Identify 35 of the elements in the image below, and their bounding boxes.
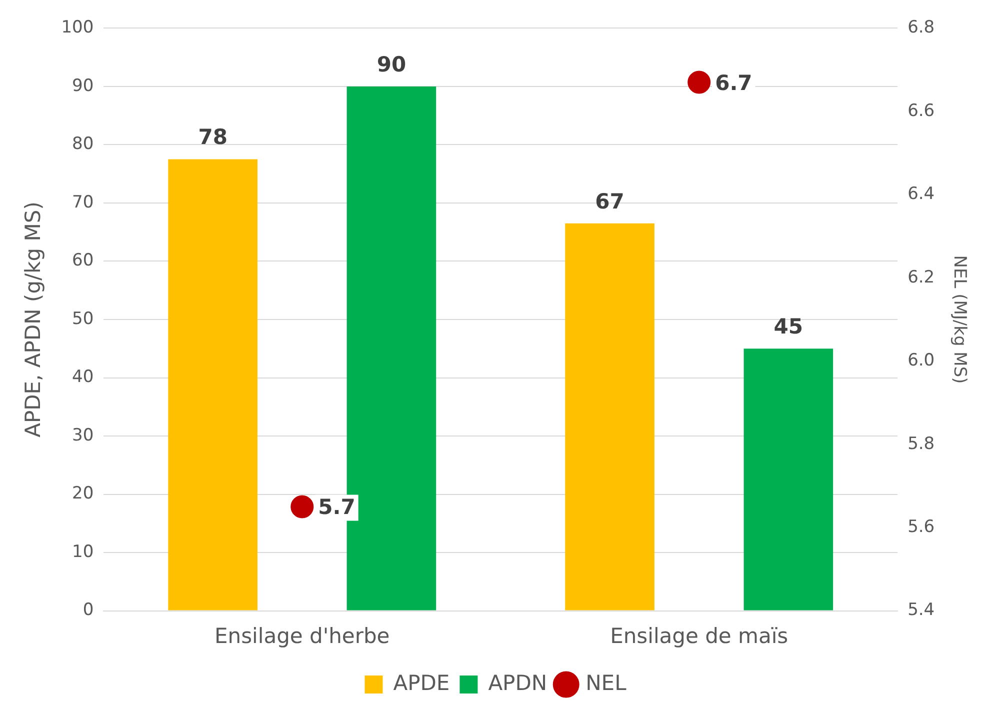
y2-axis-title: NEL (MJ/kg MS)	[949, 255, 970, 384]
y-tick-label: 50	[72, 308, 94, 329]
data-label: 67	[595, 189, 624, 214]
bar	[565, 223, 654, 610]
y-tick-label: 60	[72, 250, 94, 271]
y-axis-title: APDE, APDN (g/kg MS)	[21, 202, 46, 438]
y2-tick-label: 5.8	[908, 434, 935, 454]
y-tick-label: 70	[72, 192, 94, 212]
y-tick-label: 40	[72, 367, 94, 388]
data-label: 45	[774, 314, 804, 339]
y-tick-label: 90	[72, 76, 94, 96]
y2-tick-label: 5.6	[908, 516, 935, 537]
data-label: 78	[198, 125, 228, 150]
data-label: 6.7	[715, 70, 752, 95]
bar	[744, 348, 834, 610]
y2-tick-label: 6.4	[908, 184, 935, 204]
y-tick-label: 100	[61, 18, 94, 38]
y2-tick-label: 6.6	[908, 100, 935, 121]
legend-label: APDN	[488, 670, 548, 695]
y2-tick-label: 6.0	[908, 350, 935, 371]
y2-tick-label: 5.4	[908, 600, 935, 620]
y-tick-label: 0	[82, 600, 94, 620]
y-tick-label: 30	[72, 425, 94, 446]
y-tick-label: 10	[72, 542, 94, 562]
data-label: 5.7	[318, 495, 356, 520]
legend-label: NEL	[586, 670, 627, 695]
data-label: 90	[376, 52, 406, 76]
y2-tick-label: 6.2	[908, 267, 935, 288]
y-tick-label: 20	[72, 484, 94, 504]
y-tick-label: 80	[72, 134, 94, 154]
legend-label: APDE	[393, 670, 450, 695]
x-tick-label: Ensilage d'herbe	[214, 624, 390, 648]
y2-tick-label: 6.8	[908, 18, 935, 38]
x-tick-label: Ensilage de maïs	[610, 624, 788, 648]
bar	[168, 159, 258, 610]
